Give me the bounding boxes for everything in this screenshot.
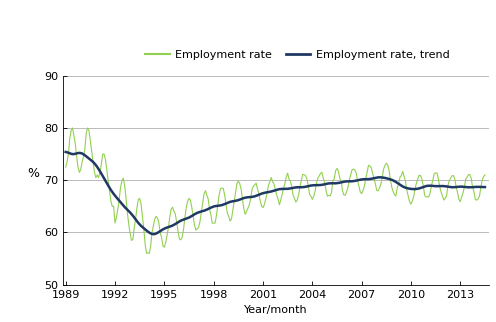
- X-axis label: Year/month: Year/month: [244, 305, 308, 315]
- Y-axis label: %: %: [27, 167, 39, 180]
- Legend: Employment rate, Employment rate, trend: Employment rate, Employment rate, trend: [141, 46, 454, 65]
